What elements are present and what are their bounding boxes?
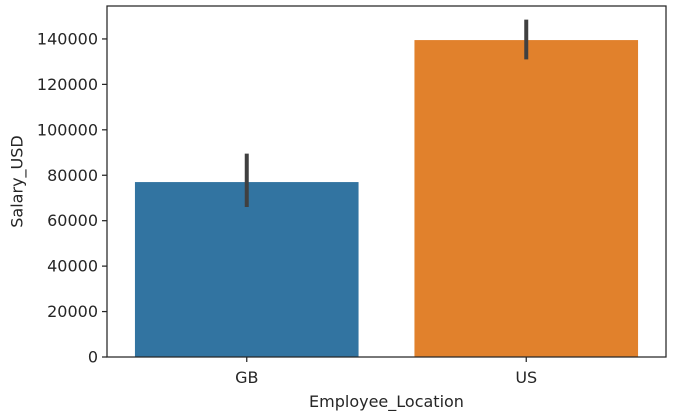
y-tick-label: 120000 [37,75,98,94]
error-bars-group [244,19,529,208]
y-axis-ticks: 0 20000 40000 60000 80000 100000 120000 140000 [37,29,107,367]
y-tick-label: 40000 [47,257,98,276]
bar-us [414,40,639,358]
x-tick-label: GB [235,368,258,387]
plot-frame [106,5,667,358]
x-axis-label: Employee_Location [309,392,464,412]
x-axis-ticks: GB US [235,357,537,387]
y-tick-label: 0 [88,348,98,367]
y-tick-label: 100000 [37,120,98,139]
bar-gb [134,182,359,357]
y-tick-label: 20000 [47,302,98,321]
y-axis-label: Salary_USD [8,135,28,227]
y-tick-label: 80000 [47,166,98,185]
bars-group [134,40,639,358]
y-tick-label: 60000 [47,211,98,230]
x-tick-label: US [515,368,537,387]
y-tick-label: 140000 [37,29,98,48]
